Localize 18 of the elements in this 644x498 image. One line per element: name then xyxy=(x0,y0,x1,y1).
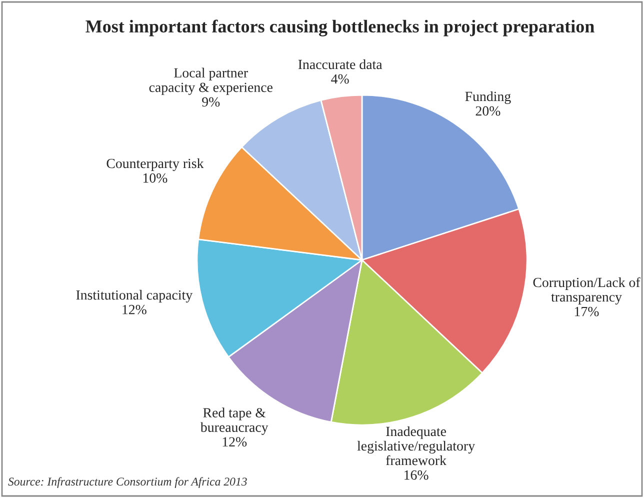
slice-label: Local partner capacity & experience xyxy=(149,68,272,95)
slice-label: Corruption/Lack of transparency xyxy=(533,277,640,305)
chart-title: Most important factors causing bottlenecks in project preparation xyxy=(86,20,594,36)
slice-label: Funding xyxy=(465,91,511,104)
slice-label: Institutional capacity xyxy=(76,290,193,303)
source-note: Source: Infrastructure Consortium for Africa 2013 xyxy=(8,477,247,488)
data-label: 20% xyxy=(476,106,500,116)
data-label: 9% xyxy=(202,97,220,107)
data-label: 12% xyxy=(222,437,247,447)
data-label: 17% xyxy=(574,306,599,316)
data-label: 4% xyxy=(331,74,349,84)
data-label: 10% xyxy=(143,173,168,183)
slice-label: Inadequate legislative/regulatory framework xyxy=(357,426,475,466)
slice-label: Red tape & bureaucracy xyxy=(200,408,268,435)
slice-label: Counterparty risk xyxy=(106,158,204,172)
slice-label: Inaccurate data xyxy=(298,59,382,70)
data-label: 12% xyxy=(122,304,146,314)
data-label: 16% xyxy=(404,470,428,480)
